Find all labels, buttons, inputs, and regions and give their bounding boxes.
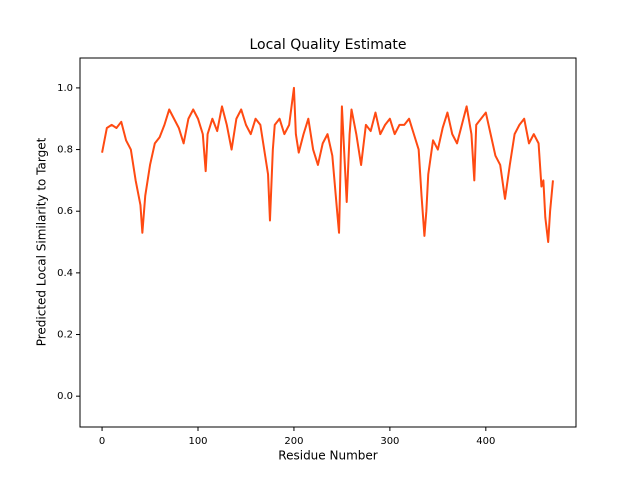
y-tick-label: 0.6 [57, 206, 73, 217]
x-tick-label: 300 [380, 436, 399, 447]
y-tick-label: 0.2 [57, 330, 73, 341]
y-tick-label: 1.0 [57, 83, 73, 94]
y-tick-label: 0.0 [57, 391, 73, 402]
plot-frame [79, 57, 577, 428]
x-tick-label: 200 [284, 436, 303, 447]
x-axis-label: Residue Number [278, 449, 377, 463]
x-tick-label: 0 [99, 436, 105, 447]
x-tick-label: 400 [476, 436, 495, 447]
y-tick-label: 0.8 [57, 145, 73, 156]
line [101, 86, 554, 244]
chart-title: Local Quality Estimate [249, 37, 406, 53]
x-tick-label: 100 [188, 436, 207, 447]
y-tick-label: 0.4 [57, 268, 73, 279]
y-axis-label: Predicted Local Similarity to Target [35, 137, 49, 346]
